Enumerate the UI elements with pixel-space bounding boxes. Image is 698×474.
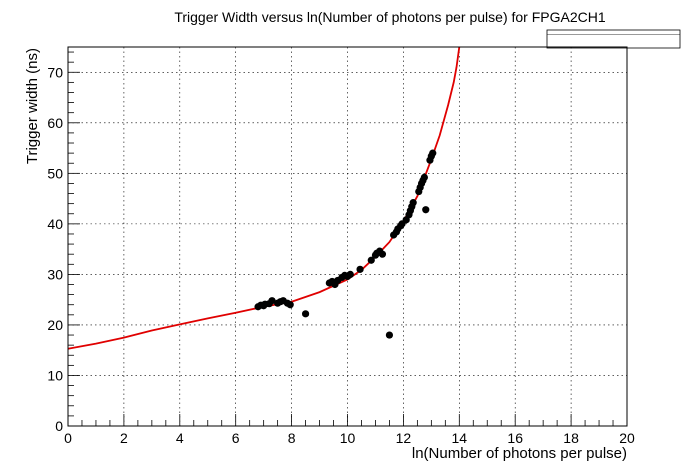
- x-tick-label: 0: [64, 430, 72, 446]
- x-tick-label: 12: [396, 430, 412, 446]
- y-tick-label: 20: [47, 317, 63, 333]
- data-point: [422, 206, 430, 214]
- x-tick-label: 8: [288, 430, 296, 446]
- stats-box: [546, 29, 681, 49]
- y-tick-label: 10: [47, 367, 63, 383]
- data-points-layer: [254, 149, 437, 339]
- data-point: [301, 310, 310, 318]
- data-point: [356, 265, 364, 273]
- data-point: [385, 331, 394, 339]
- data-point: [268, 297, 276, 305]
- axes: 0 2 4 6 8 10 12 14 16 18 20 0 10 20 30 40 50 60 70: [47, 46, 635, 446]
- x-tick-label: 6: [232, 430, 240, 446]
- y-tick-label: 70: [47, 64, 63, 80]
- x-tick-label: 4: [176, 430, 184, 446]
- data-point: [409, 199, 417, 207]
- fit-curve: [67, 46, 461, 350]
- x-tick-label: 18: [563, 430, 579, 446]
- x-tick-label: 10: [340, 430, 356, 446]
- y-tick-label: 50: [47, 165, 63, 181]
- x-tick-label: 16: [507, 430, 523, 446]
- data-point: [346, 270, 354, 278]
- y-tick-label: 40: [47, 216, 63, 232]
- y-tick-label: 60: [47, 115, 63, 131]
- data-point: [429, 149, 437, 157]
- y-tick-label: 30: [47, 266, 63, 282]
- x-tick-label: 14: [452, 430, 468, 446]
- chart-title: Trigger Width versus ln(Number of photon…: [174, 9, 606, 25]
- y-axis-title: Trigger width (ns): [24, 48, 41, 164]
- x-tick-label: 2: [120, 430, 128, 446]
- data-point: [420, 173, 428, 181]
- x-axis-title: ln(Number of photons per pulse): [412, 445, 627, 462]
- x-tick-label: 20: [619, 430, 635, 446]
- data-point: [367, 256, 375, 264]
- data-point: [378, 250, 387, 258]
- data-point: [286, 301, 294, 309]
- fit-curve-layer: [67, 46, 461, 350]
- y-tick-label: 0: [55, 418, 63, 434]
